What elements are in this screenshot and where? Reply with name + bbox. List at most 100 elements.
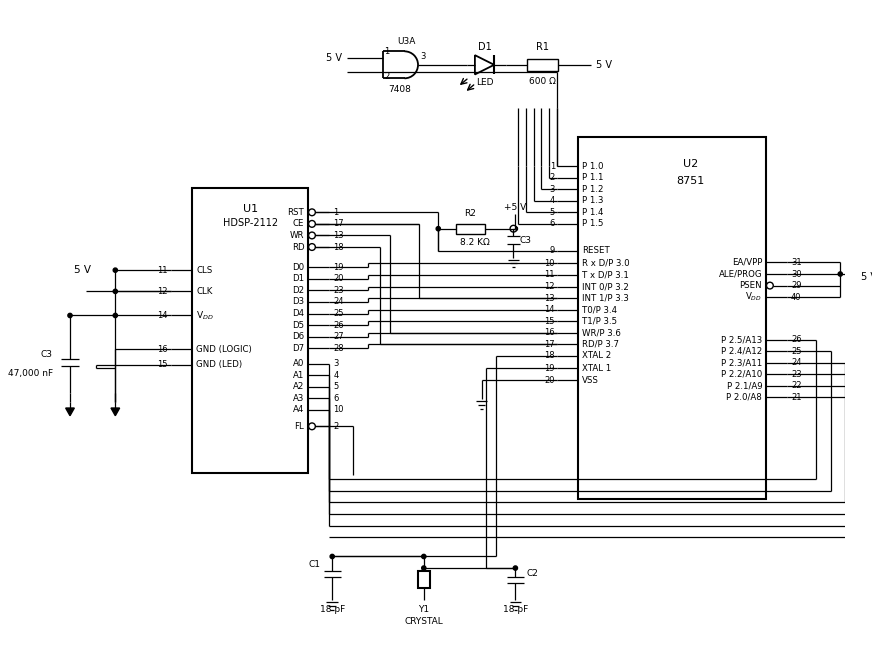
Text: 23: 23 <box>791 370 801 379</box>
Text: 5 V: 5 V <box>862 272 872 282</box>
Text: 31: 31 <box>791 258 801 267</box>
Text: 25: 25 <box>791 346 801 356</box>
Text: 3: 3 <box>333 359 338 368</box>
Text: 24: 24 <box>791 358 801 367</box>
Polygon shape <box>111 408 119 416</box>
Circle shape <box>511 226 515 231</box>
Text: 6: 6 <box>549 219 555 228</box>
Text: P 2.5/A13: P 2.5/A13 <box>721 335 762 344</box>
Text: D1: D1 <box>292 274 304 283</box>
Text: 4: 4 <box>333 371 338 380</box>
Text: 20: 20 <box>544 375 555 384</box>
Text: 4: 4 <box>549 196 555 205</box>
Text: 3: 3 <box>549 185 555 194</box>
Text: 18 pF: 18 pF <box>320 605 344 614</box>
Text: P 2.1/A9: P 2.1/A9 <box>726 381 762 390</box>
Text: 5 V: 5 V <box>596 60 612 70</box>
Text: GND (LOGIC): GND (LOGIC) <box>196 344 252 354</box>
Text: C2: C2 <box>527 569 539 579</box>
Text: 13: 13 <box>333 231 344 240</box>
Text: 11: 11 <box>544 270 555 279</box>
Text: 5 V: 5 V <box>74 265 92 275</box>
Text: D1: D1 <box>478 43 492 52</box>
Text: 19: 19 <box>333 263 344 272</box>
Text: XTAL 1: XTAL 1 <box>582 364 611 373</box>
Circle shape <box>514 226 517 231</box>
Text: A2: A2 <box>293 382 304 392</box>
Circle shape <box>309 423 316 430</box>
Text: 18: 18 <box>544 352 555 360</box>
Text: D4: D4 <box>292 309 304 318</box>
Text: U2: U2 <box>684 159 698 169</box>
Text: C3: C3 <box>519 236 531 245</box>
Text: 23: 23 <box>333 286 344 295</box>
Circle shape <box>436 226 440 231</box>
Text: 15: 15 <box>157 360 167 369</box>
Text: 26: 26 <box>791 335 801 344</box>
Circle shape <box>113 268 118 272</box>
Text: +5 V: +5 V <box>504 203 527 212</box>
Text: 14: 14 <box>544 305 555 314</box>
Text: 5: 5 <box>549 208 555 217</box>
Text: 16: 16 <box>544 328 555 337</box>
Text: INT 1/P 3.3: INT 1/P 3.3 <box>582 294 629 302</box>
Text: D3: D3 <box>292 297 304 306</box>
Text: 12: 12 <box>544 282 555 291</box>
Circle shape <box>510 225 517 232</box>
Text: 28: 28 <box>333 344 344 353</box>
Text: CRYSTAL: CRYSTAL <box>405 617 443 626</box>
Text: RESET: RESET <box>582 247 610 255</box>
Text: EA/VPP: EA/VPP <box>732 258 762 267</box>
Text: D7: D7 <box>292 344 304 353</box>
Text: WR/P 3.6: WR/P 3.6 <box>582 328 621 337</box>
Text: P 1.1: P 1.1 <box>582 173 603 182</box>
Text: 17: 17 <box>544 340 555 349</box>
Circle shape <box>514 566 517 570</box>
Text: 13: 13 <box>544 294 555 302</box>
Text: 8.2 KΩ: 8.2 KΩ <box>460 237 490 247</box>
Text: RD/P 3.7: RD/P 3.7 <box>582 340 619 349</box>
Text: U3A: U3A <box>398 37 416 46</box>
Text: INT 0/P 3.2: INT 0/P 3.2 <box>582 282 629 291</box>
Text: XTAL 2: XTAL 2 <box>582 352 611 360</box>
Text: P 1.2: P 1.2 <box>582 185 603 194</box>
Circle shape <box>309 243 316 251</box>
Text: 7408: 7408 <box>388 85 411 94</box>
Text: 1: 1 <box>333 208 338 217</box>
Circle shape <box>68 314 72 318</box>
Text: 26: 26 <box>333 321 344 329</box>
Text: D2: D2 <box>292 286 304 295</box>
Text: 10: 10 <box>544 259 555 268</box>
Text: D0: D0 <box>292 263 304 272</box>
Text: T1/P 3.5: T1/P 3.5 <box>582 317 617 326</box>
Text: CLK: CLK <box>196 287 213 296</box>
Text: T x D/P 3.1: T x D/P 3.1 <box>582 270 629 279</box>
Text: 10: 10 <box>333 405 344 415</box>
Text: A0: A0 <box>293 359 304 368</box>
Circle shape <box>309 232 316 239</box>
Text: P 2.2/A10: P 2.2/A10 <box>721 370 762 379</box>
Text: 21: 21 <box>791 393 801 402</box>
Circle shape <box>113 289 118 293</box>
Text: 20: 20 <box>333 274 344 283</box>
Text: P 1.3: P 1.3 <box>582 196 603 205</box>
Text: 24: 24 <box>333 297 344 306</box>
Text: 25: 25 <box>333 309 344 318</box>
Text: FL: FL <box>295 422 304 431</box>
Polygon shape <box>475 55 494 75</box>
Text: P 1.5: P 1.5 <box>582 219 603 228</box>
Text: P 2.4/A12: P 2.4/A12 <box>721 346 762 356</box>
Bar <box>455 224 485 234</box>
Text: C1: C1 <box>309 560 321 569</box>
Text: 29: 29 <box>791 281 801 290</box>
Text: T0/P 3.4: T0/P 3.4 <box>582 305 617 314</box>
Text: D6: D6 <box>292 332 304 341</box>
Circle shape <box>422 566 426 570</box>
Polygon shape <box>65 408 74 416</box>
Text: RST: RST <box>288 208 304 217</box>
Text: 40: 40 <box>791 293 801 302</box>
Circle shape <box>309 209 316 216</box>
Text: A3: A3 <box>293 394 304 403</box>
Text: Y1: Y1 <box>419 605 429 614</box>
Text: 2: 2 <box>385 72 390 81</box>
